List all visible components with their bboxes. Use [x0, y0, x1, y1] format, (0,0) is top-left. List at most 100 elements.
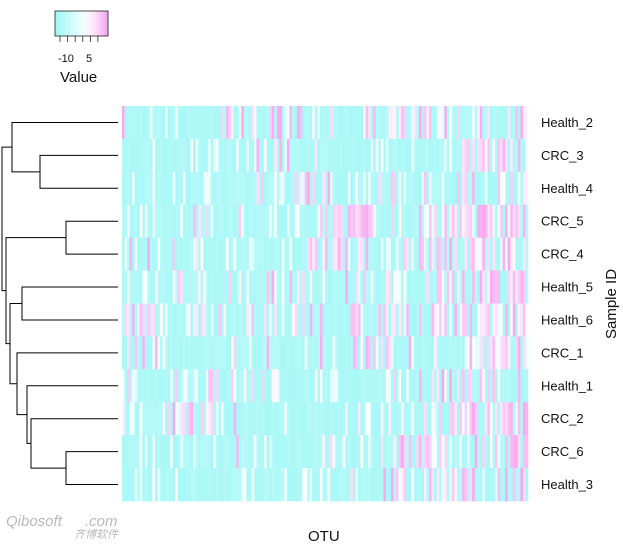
heatmap-cell — [380, 138, 384, 173]
heatmap-cell — [357, 171, 361, 206]
heatmap-cell — [256, 369, 260, 403]
heatmap-cell — [350, 138, 354, 173]
heatmap-cell — [281, 468, 285, 502]
heatmap-cell — [502, 435, 506, 469]
heatmap-cell — [165, 468, 169, 502]
heatmap-cell — [363, 402, 366, 436]
heatmap-cell — [383, 468, 387, 502]
heatmap-cell — [469, 138, 473, 173]
heatmap-cell — [350, 106, 354, 140]
heatmap-cell — [467, 303, 470, 337]
heatmap-cell — [330, 204, 333, 239]
heatmap-cell — [411, 336, 415, 370]
heatmap-cell — [122, 204, 125, 239]
heatmap-cell — [160, 402, 163, 436]
heatmap-cell — [345, 270, 349, 304]
heatmap-cell — [218, 106, 222, 140]
heatmap-cell — [502, 468, 506, 502]
heatmap-cell — [309, 171, 313, 206]
heatmap-cell — [132, 303, 136, 337]
heatmap-cell — [172, 237, 176, 271]
heatmap-cell — [279, 171, 283, 206]
heatmap-cell — [403, 336, 407, 370]
heatmap-cell — [261, 435, 265, 469]
heatmap-cell — [416, 204, 420, 239]
heatmap-cell — [233, 402, 237, 436]
heatmap-cell — [330, 369, 333, 403]
heatmap-cell — [319, 402, 323, 436]
heatmap-cell — [416, 435, 420, 469]
heatmap-cell — [398, 435, 402, 469]
heatmap-cell — [474, 303, 478, 337]
heatmap-cell — [238, 106, 242, 140]
heatmap-cell — [322, 336, 326, 370]
heatmap-cell — [373, 204, 377, 239]
heatmap-cell — [157, 468, 161, 502]
heatmap-cell — [132, 204, 136, 239]
heatmap-cell — [213, 270, 217, 304]
heatmap-cell — [231, 204, 234, 239]
heatmap-cell — [276, 402, 280, 436]
heatmap-cell — [413, 402, 417, 436]
heatmap-cell — [271, 237, 275, 271]
heatmap-cell — [342, 171, 346, 206]
heatmap-cell — [210, 270, 214, 304]
heatmap-cell — [236, 402, 240, 436]
heatmap-cell — [279, 336, 283, 370]
heatmap-cell — [292, 468, 295, 502]
heatmap-cell — [322, 171, 326, 206]
heatmap-cell — [332, 171, 336, 206]
color-key-tick-label-high: 5 — [86, 53, 92, 65]
heatmap-cell — [479, 336, 483, 370]
heatmap-cell — [299, 369, 303, 403]
heatmap-cell — [274, 303, 278, 337]
heatmap-cell — [373, 106, 377, 140]
heatmap-cell — [416, 468, 420, 502]
heatmap-cell — [411, 369, 415, 403]
heatmap-cell — [182, 435, 186, 469]
heatmap-cell — [284, 369, 288, 403]
heatmap-cell — [462, 237, 465, 271]
heatmap-cell — [325, 270, 328, 304]
heatmap-cell — [139, 402, 143, 436]
heatmap-cell — [487, 237, 491, 271]
heatmap-cell — [251, 171, 255, 206]
heatmap-cell — [157, 435, 161, 469]
heatmap-cell — [319, 336, 323, 370]
heatmap-cell — [347, 171, 351, 206]
heatmap-cell — [327, 171, 331, 206]
heatmap-cell — [167, 204, 171, 239]
heatmap-cell — [175, 435, 179, 469]
heatmap-cell — [489, 270, 493, 304]
heatmap-cell — [167, 106, 171, 140]
heatmap-cell — [520, 171, 524, 206]
heatmap-cell — [200, 402, 204, 436]
heatmap-cell — [515, 106, 519, 140]
heatmap-cell — [248, 171, 252, 206]
heatmap-cell — [469, 435, 473, 469]
heatmap-cell — [271, 402, 275, 436]
heatmap-cell — [350, 171, 354, 206]
heatmap-cell — [330, 171, 333, 206]
heatmap-cell — [292, 237, 295, 271]
watermark-main: Qibosoft — [6, 513, 63, 530]
heatmap-cell — [502, 336, 506, 370]
heatmap-cell — [500, 237, 503, 271]
heatmap-cell — [144, 402, 148, 436]
heatmap-cell — [370, 303, 374, 337]
heatmap-cell — [390, 138, 394, 173]
heatmap-cell — [345, 237, 349, 271]
heatmap-cell — [170, 171, 174, 206]
heatmap-cell — [431, 171, 435, 206]
heatmap-cell — [205, 402, 209, 436]
heatmap-cell — [388, 435, 392, 469]
heatmap-cell — [340, 171, 344, 206]
heatmap-cell — [154, 106, 158, 140]
heatmap-cell — [251, 402, 255, 436]
heatmap-cell — [520, 468, 524, 502]
row-label: Health_4 — [541, 181, 593, 196]
heatmap-cell — [459, 270, 463, 304]
heatmap-cell — [289, 336, 293, 370]
heatmap-cell — [205, 237, 209, 271]
heatmap-cell — [147, 435, 151, 469]
